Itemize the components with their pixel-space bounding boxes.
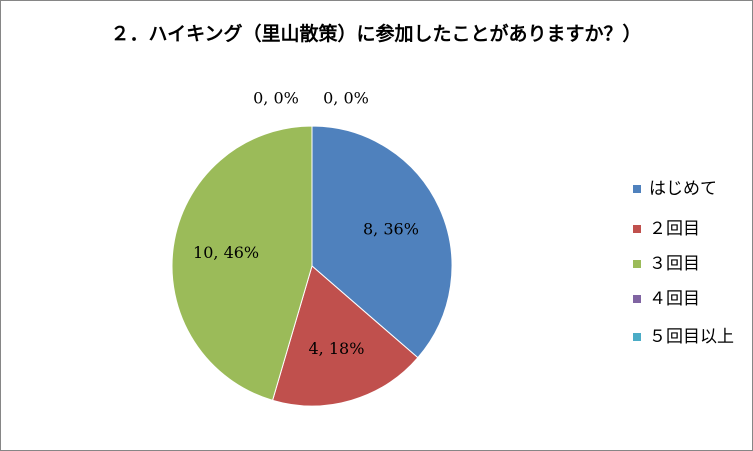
legend-label: ２回目 (649, 219, 700, 239)
legend-swatch (633, 225, 641, 233)
chart-title: ２．ハイキング（里山散策）に参加したことがありますか？） (110, 23, 642, 45)
legend-swatch (633, 260, 641, 268)
data-label: 0, 0% (253, 89, 299, 108)
legend-swatch (633, 333, 641, 341)
legend-label: ４回目 (649, 289, 700, 309)
legend-label: はじめて (649, 179, 717, 199)
data-label: 8, 36% (363, 219, 419, 238)
pie-slice (311, 125, 453, 359)
data-label: 10, 46% (193, 243, 259, 262)
legend-label: ５回目以上 (649, 327, 734, 347)
legend-label: ３回目 (649, 254, 700, 274)
pie-slice (271, 265, 419, 407)
data-label: 4, 18% (308, 339, 364, 358)
legend-swatch (633, 295, 641, 303)
legend-swatch (633, 185, 641, 193)
data-label: 0, 0% (323, 89, 369, 108)
pie-slice (171, 125, 313, 401)
